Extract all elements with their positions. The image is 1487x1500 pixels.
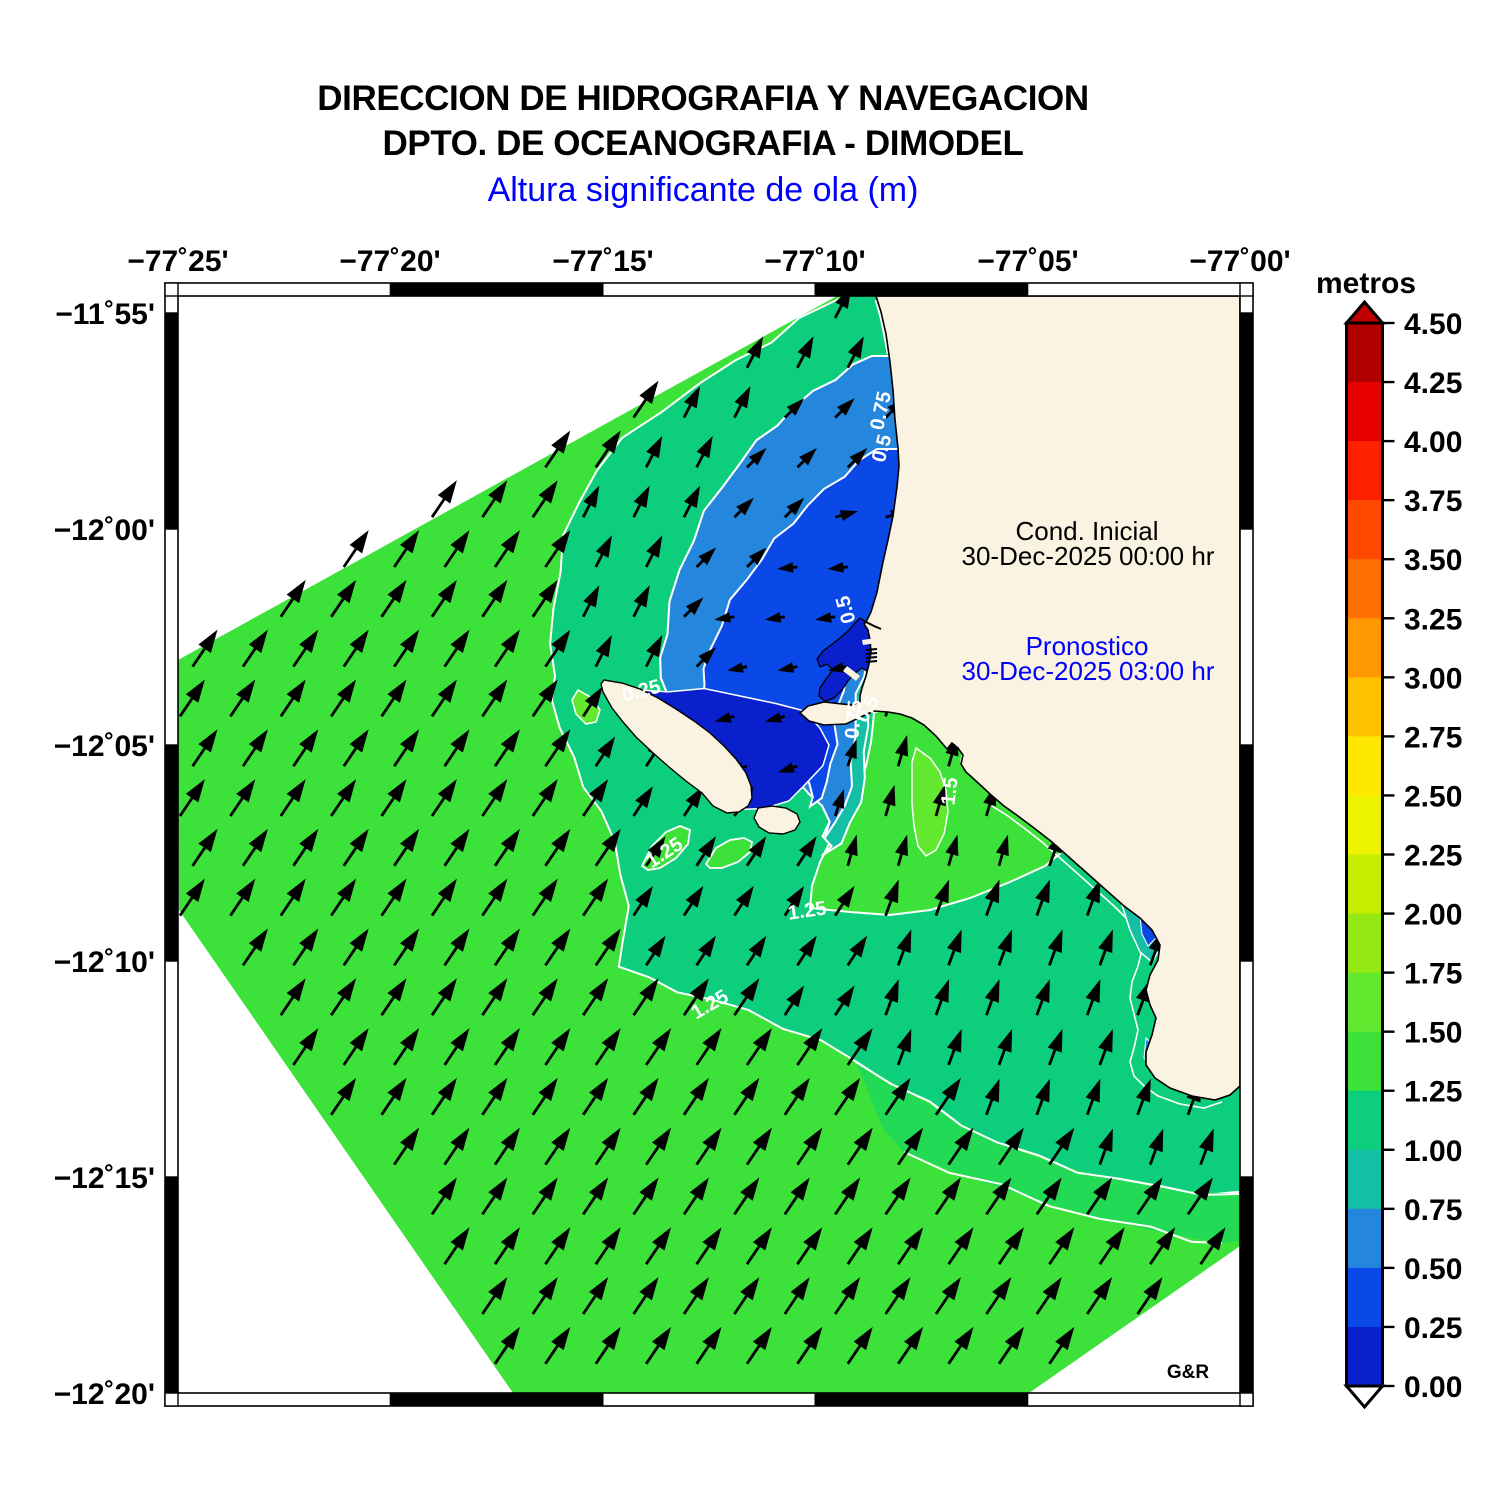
svg-text:0.00: 0.00	[1404, 1371, 1462, 1404]
svg-text:0.75: 0.75	[841, 699, 866, 740]
svg-text:−12˚10': −12˚10'	[54, 946, 155, 979]
svg-text:4.00: 4.00	[1404, 426, 1462, 459]
svg-text:−77˚25': −77˚25'	[127, 245, 228, 278]
svg-text:−12˚20': −12˚20'	[54, 1378, 155, 1411]
svg-text:2.25: 2.25	[1404, 840, 1462, 873]
svg-text:−77˚00': −77˚00'	[1189, 245, 1290, 278]
svg-text:−12˚05': −12˚05'	[54, 730, 155, 763]
svg-text:3.50: 3.50	[1404, 544, 1462, 577]
svg-text:DIRECCION DE HIDROGRAFIA Y NAV: DIRECCION DE HIDROGRAFIA Y NAVEGACION	[317, 79, 1088, 118]
svg-text:2.50: 2.50	[1404, 780, 1462, 813]
svg-text:3.00: 3.00	[1404, 662, 1462, 695]
svg-text:1.25: 1.25	[1404, 1076, 1462, 1109]
svg-text:0.75: 0.75	[1404, 1194, 1462, 1227]
svg-text:−77˚20': −77˚20'	[339, 245, 440, 278]
svg-text:Altura significante de ola (m): Altura significante de ola (m)	[488, 171, 919, 209]
svg-text:1.00: 1.00	[1404, 1135, 1462, 1168]
svg-text:1.25: 1.25	[786, 897, 828, 924]
svg-text:metros: metros	[1316, 267, 1416, 300]
svg-text:0.25: 0.25	[1404, 1312, 1462, 1345]
svg-text:−12˚15': −12˚15'	[54, 1162, 155, 1195]
svg-text:2.75: 2.75	[1404, 721, 1462, 754]
svg-text:2.00: 2.00	[1404, 899, 1462, 932]
svg-text:0.50: 0.50	[1404, 1253, 1462, 1286]
svg-text:−77˚10': −77˚10'	[764, 245, 865, 278]
svg-text:G&R: G&R	[1167, 1362, 1210, 1383]
svg-text:4.25: 4.25	[1404, 367, 1462, 400]
svg-text:3.75: 3.75	[1404, 485, 1462, 518]
svg-text:3.25: 3.25	[1404, 603, 1462, 636]
svg-text:1.5: 1.5	[937, 776, 962, 806]
svg-text:1.75: 1.75	[1404, 958, 1462, 991]
svg-text:Cond. Inicial: Cond. Inicial	[1015, 516, 1158, 546]
svg-text:4.50: 4.50	[1404, 308, 1462, 341]
svg-text:−12˚00': −12˚00'	[54, 514, 155, 547]
svg-text:Pronostico: Pronostico	[1026, 631, 1149, 661]
svg-text:1.50: 1.50	[1404, 1017, 1462, 1050]
svg-text:−77˚05': −77˚05'	[977, 245, 1078, 278]
svg-text:−11˚55': −11˚55'	[55, 298, 155, 331]
svg-text:−77˚15': −77˚15'	[552, 245, 653, 278]
svg-text:30-Dec-2025 03:00 hr: 30-Dec-2025 03:00 hr	[962, 656, 1215, 686]
svg-text:DPTO. DE OCEANOGRAFIA - DIMODE: DPTO. DE OCEANOGRAFIA - DIMODEL	[383, 124, 1024, 163]
svg-text:30-Dec-2025 00:00 hr: 30-Dec-2025 00:00 hr	[962, 541, 1215, 571]
